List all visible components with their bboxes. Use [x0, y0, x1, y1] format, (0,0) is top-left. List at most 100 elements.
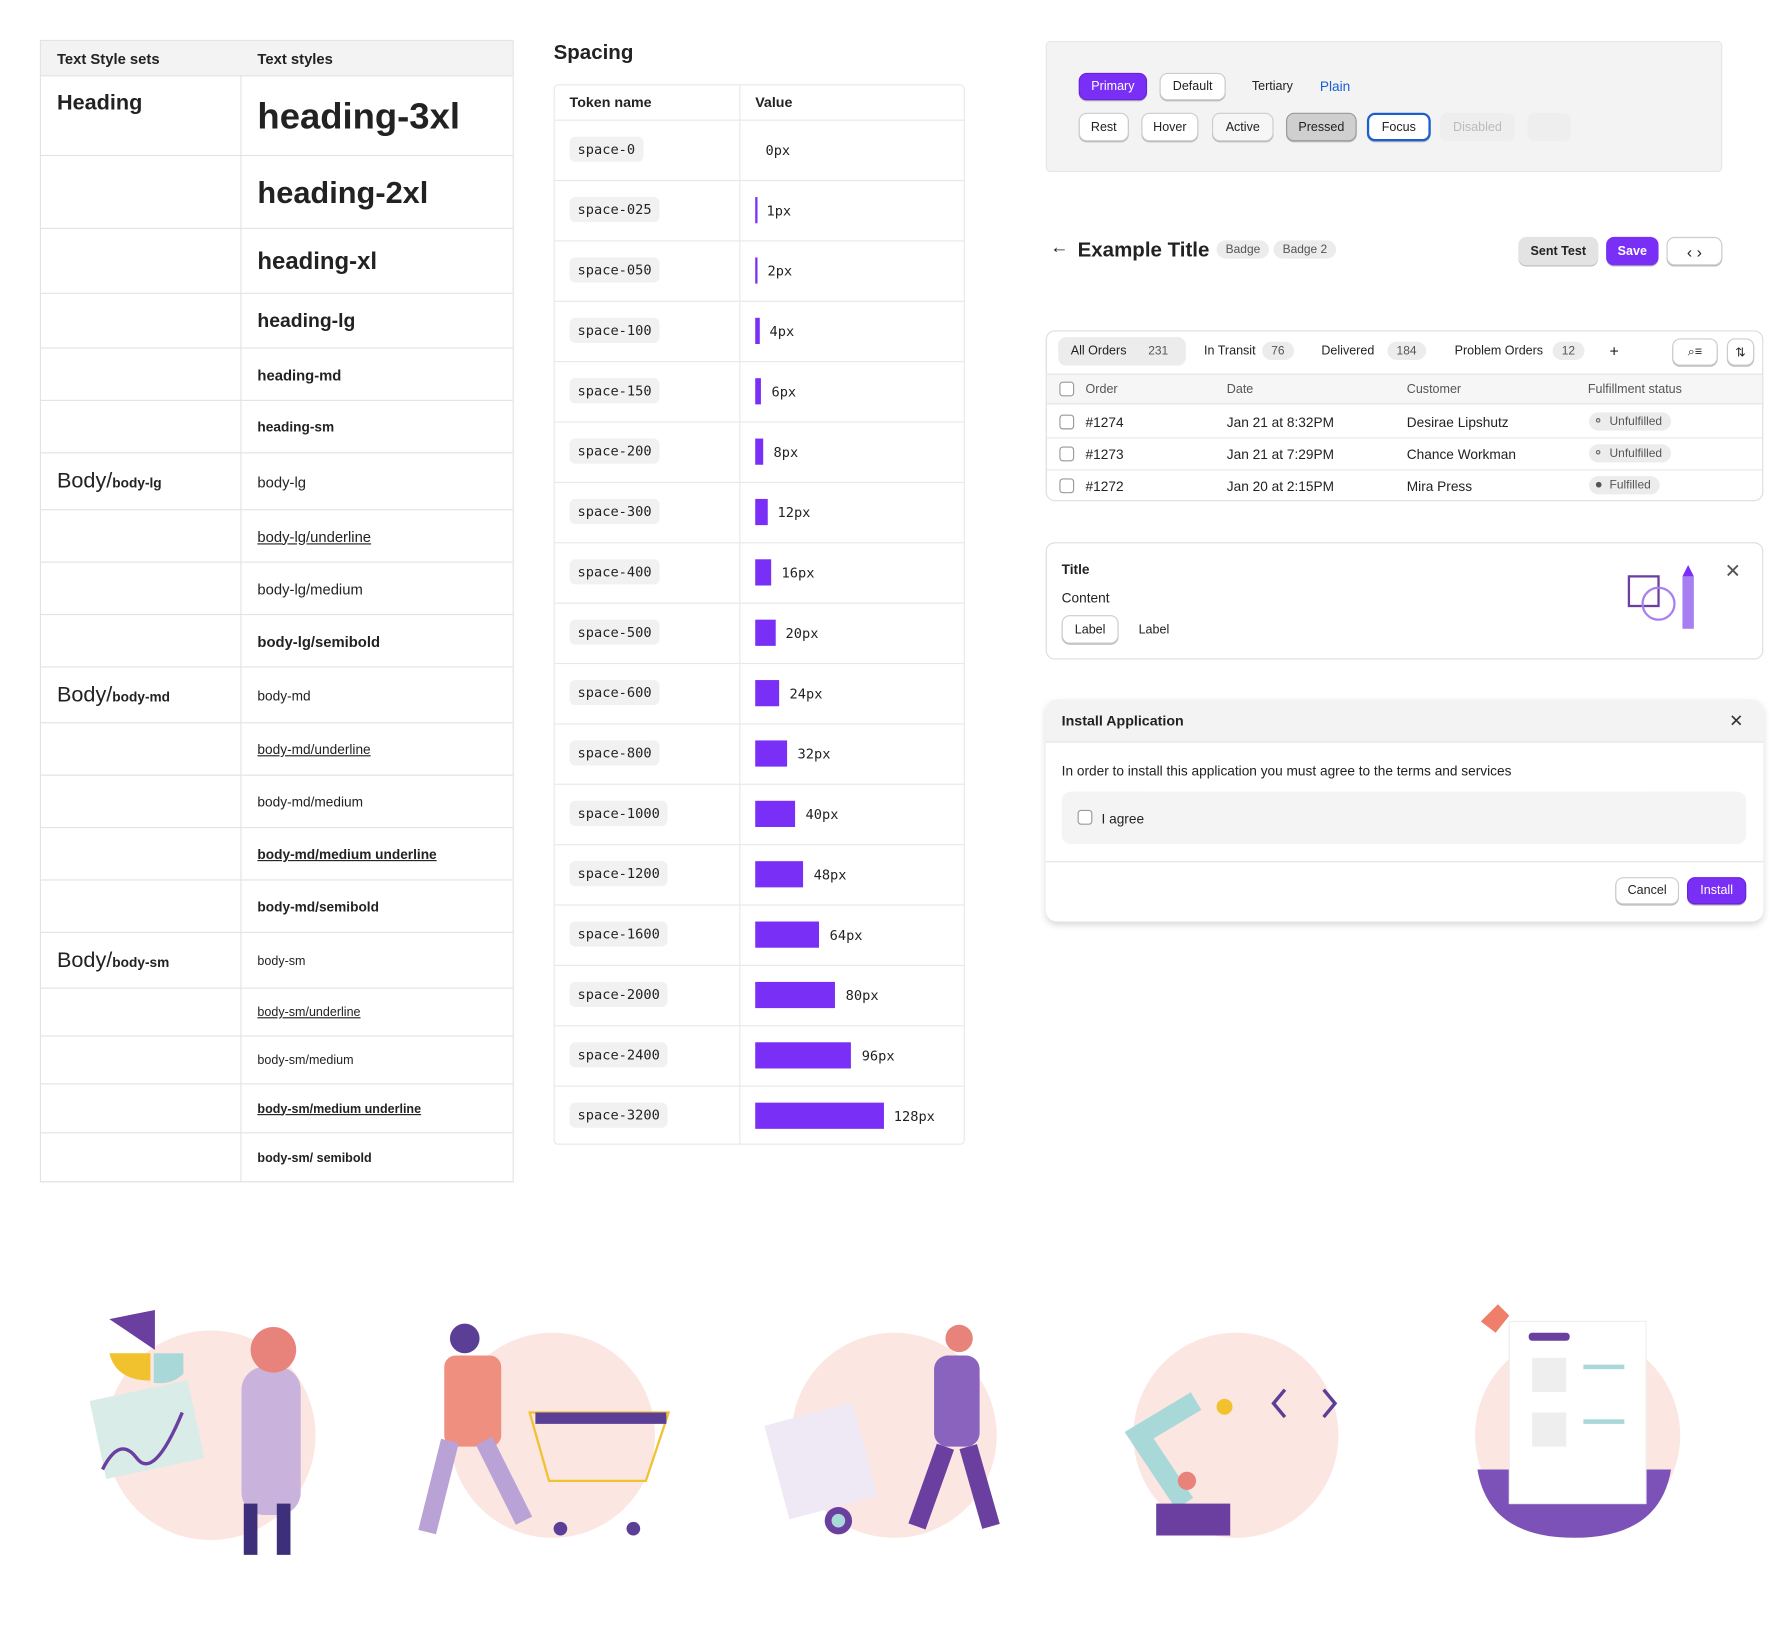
row-divider [41, 452, 513, 454]
tab-count: 231 [1139, 341, 1178, 360]
token-name: space-2400 [569, 1042, 668, 1068]
token-value: 20px [785, 625, 819, 642]
tab-count: 12 [1552, 341, 1585, 360]
tab-label[interactable]: In Transit [1204, 344, 1256, 358]
checkbox[interactable] [1059, 446, 1075, 462]
spacing-title: Spacing [553, 41, 634, 64]
action-button[interactable]: Sent Test [1518, 236, 1599, 266]
column-header: Customer [1406, 382, 1462, 397]
state-button[interactable]: Pressed [1286, 112, 1357, 142]
badge: Badge 2 [1273, 240, 1337, 259]
tab-label[interactable]: All Orders [1070, 344, 1127, 358]
tab-label[interactable]: Problem Orders [1454, 344, 1544, 358]
tab-count: 76 [1262, 341, 1294, 360]
spacing-bar [755, 981, 836, 1009]
style-sample: body-sm/underline [257, 1005, 361, 1020]
action-button[interactable]: Save [1606, 236, 1659, 266]
token-value: 12px [777, 504, 811, 521]
sort[interactable]: ⇅ [1726, 338, 1755, 366]
modal-title: Install Application [1061, 713, 1184, 730]
column-header: Order [1085, 382, 1118, 397]
set-name: Body/ [56, 469, 113, 494]
variant-button[interactable]: Plain [1319, 78, 1351, 95]
card-content: Content [1061, 590, 1110, 607]
cell: Desirae Lipshutz [1406, 414, 1509, 431]
token-name: space-2000 [569, 981, 668, 1007]
style-set: Body/body-lg [57, 469, 162, 494]
state-button[interactable]: Hover [1141, 112, 1199, 142]
row-divider [554, 662, 964, 665]
style-sample: heading-xl [257, 247, 378, 274]
style-sample: body-sm [257, 953, 306, 968]
spacing-bar [755, 498, 768, 526]
token-value: 1px [766, 202, 792, 219]
set-sub: body-sm [112, 954, 170, 971]
state-button[interactable]: Rest [1078, 112, 1129, 142]
set-sub: body-md [112, 689, 171, 706]
set-name: Heading [56, 91, 143, 116]
token-value: 0px [765, 142, 791, 159]
spacing-bar [755, 861, 804, 888]
token-value: 48px [813, 866, 847, 883]
checkbox[interactable] [1077, 809, 1093, 825]
loading-button[interactable] [1527, 112, 1571, 142]
tab-add[interactable]: + [1609, 341, 1619, 360]
column-header: Fulfillment status [1587, 382, 1682, 397]
row-divider [554, 844, 964, 846]
style-sample: heading-lg [257, 309, 356, 332]
spacing-bar [755, 438, 764, 465]
cell: Jan 21 at 8:32PM [1226, 414, 1334, 431]
style-sample: heading-sm [257, 419, 335, 436]
variant-button[interactable]: Tertiary [1251, 79, 1293, 94]
style-sample: body-lg [257, 473, 307, 491]
row-divider [554, 542, 964, 544]
checkbox-label[interactable]: I agree [1101, 811, 1145, 827]
agree-box [1061, 791, 1747, 845]
search-filter[interactable]: ⌕≡ [1672, 338, 1718, 366]
spacing-bar [755, 197, 757, 224]
row-divider [41, 613, 513, 616]
style-sample: body-sm/medium underline [257, 1102, 422, 1116]
set-name: Body/ [56, 683, 113, 708]
modal-close[interactable]: ✕ [1729, 711, 1744, 732]
variant-button[interactable]: Default [1159, 72, 1226, 101]
row-divider [41, 292, 513, 294]
state-button[interactable]: Disabled [1439, 112, 1516, 142]
state-button[interactable]: Active [1212, 112, 1274, 142]
checkbox[interactable] [1059, 414, 1075, 430]
pagination[interactable]: ‹ › [1666, 236, 1723, 266]
row-divider [554, 361, 964, 363]
row-divider [41, 1035, 513, 1037]
token-name: space-050 [569, 257, 660, 283]
style-set: Body/body-md [57, 683, 170, 708]
column-divider [739, 84, 741, 1145]
token-value: 128px [893, 1108, 935, 1125]
status-dot [1595, 449, 1601, 455]
illustrations [89, 1304, 1681, 1555]
checkbox[interactable] [1059, 478, 1075, 494]
row-divider [41, 826, 513, 829]
token-name: space-400 [569, 559, 660, 585]
card-button[interactable]: Label [1061, 615, 1119, 644]
token-name: space-1200 [569, 861, 668, 887]
token-name: space-500 [569, 619, 660, 645]
checkbox[interactable] [1059, 381, 1075, 397]
token-value: 16px [781, 564, 815, 581]
variant-button[interactable]: Primary [1078, 72, 1148, 101]
tab-label[interactable]: Delivered [1321, 344, 1375, 358]
state-button[interactable]: Focus [1366, 112, 1431, 142]
card-close[interactable]: ✕ [1724, 560, 1741, 583]
modal-button[interactable]: Cancel [1615, 877, 1680, 905]
card-button[interactable]: Label [1127, 615, 1181, 644]
style-sample: body-lg/underline [257, 527, 372, 546]
modal-button[interactable]: Install [1687, 877, 1747, 905]
token-name: space-100 [569, 317, 660, 343]
style-sample: body-sm/medium [257, 1053, 354, 1068]
row-divider [554, 904, 964, 906]
row-divider [41, 722, 513, 724]
row-divider [554, 481, 964, 483]
row-divider [554, 421, 964, 423]
back-arrow[interactable]: ← [1050, 238, 1069, 258]
spacing-bar [755, 378, 762, 405]
